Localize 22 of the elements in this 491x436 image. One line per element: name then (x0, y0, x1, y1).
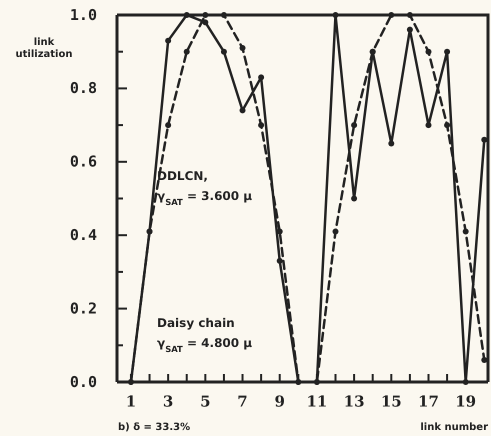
series-label: Daisy chain (157, 316, 235, 330)
x-tick-label: 3 (162, 392, 174, 411)
x-tick-label: 7 (237, 392, 248, 411)
x-axis-title: link number (420, 422, 488, 433)
y-tick-label: 0.8 (70, 79, 97, 98)
x-tick-label: 15 (380, 392, 402, 411)
x-tick-label: 5 (200, 392, 211, 411)
annotation: γ$_{SAT}$ = 4.800 μ (157, 336, 252, 354)
x-tick-label: 11 (306, 392, 328, 411)
x-tick-label: 9 (274, 392, 285, 411)
y-tick-label: 0.4 (70, 226, 97, 244)
y-tick-label: 0.2 (70, 299, 97, 318)
y-tick-label: 0.0 (70, 372, 97, 391)
x-tick-label: 13 (344, 392, 365, 411)
y-axis-title: link utilization (16, 37, 72, 60)
text: b) δ = 33.3% (118, 422, 190, 433)
x-tick-label: 17 (418, 392, 439, 411)
annotation: γ$_{SAT}$ = 3.600 μ (157, 189, 252, 208)
y-tick-label: 0.6 (70, 152, 97, 171)
y-tick-label: 1.0 (70, 6, 97, 24)
x-tick-label: 1 (126, 392, 136, 411)
x-tick-label: 19 (455, 392, 476, 411)
